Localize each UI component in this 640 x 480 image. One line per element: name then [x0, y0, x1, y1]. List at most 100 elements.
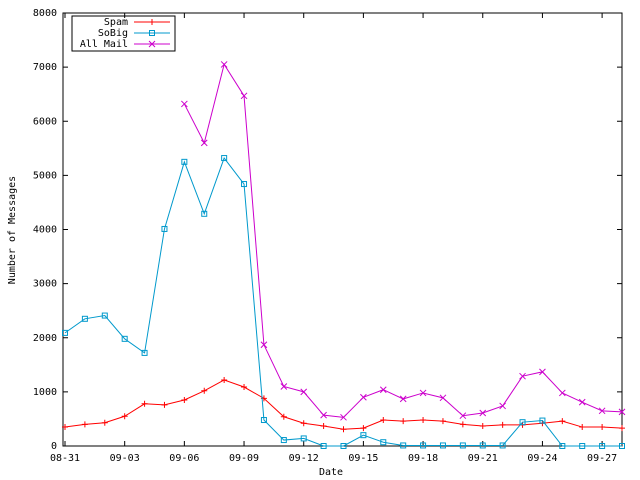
marker: [121, 335, 128, 342]
marker: [499, 402, 506, 410]
marker: [519, 419, 526, 426]
marker: [141, 400, 148, 407]
marker: [578, 398, 586, 406]
x-tick-label: 09-18: [408, 453, 438, 464]
marker: [320, 422, 327, 429]
marker: [619, 425, 625, 432]
marker: [380, 417, 387, 424]
marker: [400, 418, 407, 425]
marker: [439, 394, 447, 402]
y-tick-label: 0: [51, 441, 57, 452]
marker: [499, 421, 506, 428]
marker: [320, 443, 327, 449]
marker: [379, 386, 387, 394]
series-line: [183, 63, 623, 418]
marker: [148, 40, 156, 48]
marker: [149, 30, 155, 36]
series-line: [64, 157, 622, 447]
y-tick-label: 6000: [33, 116, 57, 127]
marker: [559, 418, 566, 425]
marker: [479, 422, 486, 429]
marker: [459, 442, 466, 449]
marker: [101, 312, 108, 319]
marker: [62, 329, 68, 336]
marker: [181, 100, 188, 108]
y-axis-label: Number of Messages: [7, 176, 18, 284]
marker: [101, 419, 108, 426]
marker: [400, 442, 407, 449]
x-tick-label: 09-06: [169, 453, 199, 464]
marker: [300, 388, 308, 396]
marker: [340, 413, 347, 421]
marker: [360, 432, 367, 439]
marker: [539, 368, 546, 376]
marker: [599, 424, 606, 431]
marker: [618, 408, 626, 416]
marker: [241, 181, 248, 188]
marker: [241, 384, 248, 391]
marker: [280, 437, 287, 444]
marker: [81, 421, 88, 428]
marker: [539, 417, 546, 424]
marker: [479, 409, 487, 417]
y-tick-label: 4000: [33, 225, 57, 236]
marker: [559, 443, 566, 449]
y-tick-label: 8000: [33, 8, 57, 19]
marker: [340, 443, 347, 449]
marker: [81, 315, 88, 322]
marker: [519, 372, 526, 380]
marker: [221, 376, 228, 383]
marker: [220, 61, 228, 68]
x-tick-label: 09-03: [110, 453, 140, 464]
marker: [360, 425, 367, 432]
marker: [499, 442, 506, 449]
marker: [399, 395, 407, 403]
marker: [181, 396, 188, 403]
x-tick-label: 09-12: [289, 453, 319, 464]
marker: [380, 439, 387, 446]
marker: [558, 389, 566, 397]
y-tick-label: 7000: [33, 62, 57, 73]
marker: [439, 442, 446, 449]
plot-frame: [62, 12, 623, 447]
legend-label: All Mail: [80, 39, 128, 50]
x-tick-label: 09-24: [527, 453, 557, 464]
marker: [121, 413, 128, 420]
marker: [201, 210, 208, 217]
marker: [300, 435, 307, 442]
y-tick-label: 1000: [33, 387, 57, 398]
marker: [419, 389, 427, 397]
marker: [479, 442, 486, 449]
marker: [280, 413, 287, 420]
marker: [200, 139, 208, 147]
marker: [161, 401, 168, 408]
x-axis-label: Date: [319, 467, 343, 478]
marker: [260, 417, 267, 424]
marker: [579, 424, 586, 431]
marker: [201, 387, 208, 394]
y-tick-label: 2000: [33, 333, 57, 344]
series-line: [64, 379, 623, 430]
x-tick-label: 09-09: [229, 453, 259, 464]
x-tick-label: 09-21: [468, 453, 498, 464]
marker: [240, 92, 248, 100]
marker: [221, 155, 228, 162]
marker: [181, 158, 188, 165]
marker: [619, 443, 625, 449]
marker: [300, 420, 307, 427]
marker: [459, 412, 467, 420]
legend-label: SoBig: [98, 28, 128, 39]
marker: [161, 225, 168, 232]
marker: [598, 407, 606, 415]
marker: [599, 443, 606, 449]
marker: [420, 417, 427, 424]
y-tick-label: 5000: [33, 170, 57, 181]
x-tick-label: 09-15: [348, 453, 378, 464]
x-tick-label: 08-31: [50, 453, 80, 464]
marker: [320, 411, 327, 419]
marker: [459, 421, 466, 428]
marker: [260, 341, 268, 349]
marker: [340, 426, 347, 433]
marker: [360, 393, 367, 401]
